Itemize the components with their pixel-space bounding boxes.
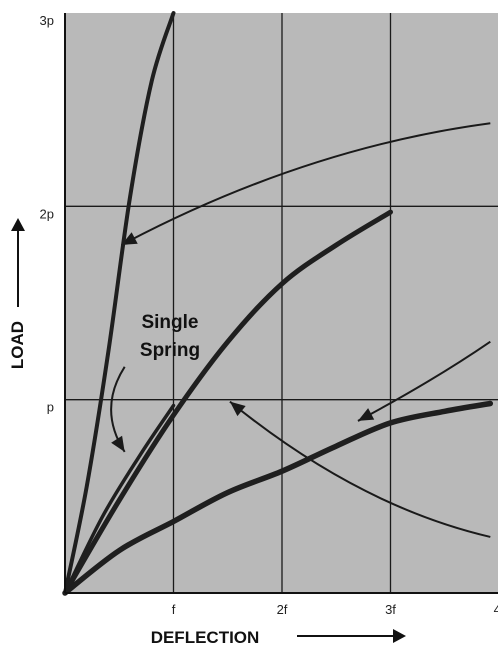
tick-labels: f 2f 3f 4f p 2p 3p <box>40 13 498 617</box>
x-tick-label: 2f <box>277 602 288 617</box>
grid-lines <box>65 13 498 593</box>
annotation-arrowhead-3 <box>357 408 375 421</box>
series-line-3 <box>62 209 393 596</box>
annotation-arrow-1 <box>120 122 491 246</box>
y-tick-label: 2p <box>40 206 54 221</box>
series-line-4 <box>62 400 494 596</box>
series-line-1 <box>63 11 176 595</box>
annotation-arrowhead-2 <box>229 401 246 417</box>
annotation-arrow-2 <box>229 400 491 538</box>
x-axis-title: DEFLECTION <box>151 628 260 647</box>
y-axis-title: LOAD <box>8 321 27 369</box>
annotation-arrowhead-4 <box>111 435 125 452</box>
single-spring-label-line1: Single <box>141 312 198 333</box>
x-tick-label: 3f <box>385 602 396 617</box>
y-tick-label: 3p <box>40 13 54 28</box>
annotation-arrow-3 <box>357 340 491 422</box>
single-spring-label-line2: Spring <box>140 340 200 361</box>
annotation-arrows <box>110 122 491 538</box>
y-tick-label: p <box>47 400 54 415</box>
series-line-2 <box>63 403 176 595</box>
x-tick-label: 4f <box>494 602 498 617</box>
series-group <box>62 11 494 596</box>
y-axis-title-arrow-head <box>11 218 25 231</box>
x-axis-title-arrow-head <box>393 629 406 643</box>
x-tick-label: f <box>172 602 176 617</box>
